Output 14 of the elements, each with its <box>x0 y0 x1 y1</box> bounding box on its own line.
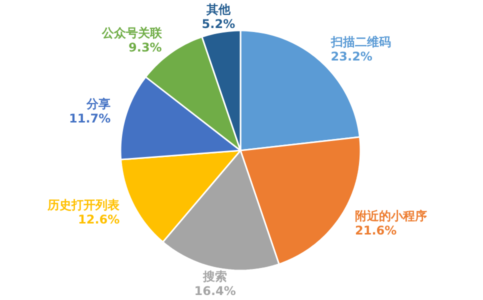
data-label: 9.3% <box>128 40 162 54</box>
data-label: 21.6% <box>354 223 397 238</box>
slice-label: 公众号关联 <box>100 26 163 40</box>
slice-label: 附近的小程序 <box>354 208 427 223</box>
slice-label: 历史打开列表 <box>46 198 121 212</box>
data-label: 23.2% <box>330 50 372 64</box>
data-label: 16.4% <box>194 284 236 298</box>
data-label: 12.6% <box>78 212 120 226</box>
slice-label: 分享 <box>86 97 111 112</box>
slice-label: 其他 <box>205 2 232 17</box>
slice-label: 扫描二维码 <box>330 35 391 50</box>
data-label: 5.2% <box>202 16 236 31</box>
data-label: 11.7% <box>69 112 111 126</box>
slice-label: 搜索 <box>202 270 228 284</box>
